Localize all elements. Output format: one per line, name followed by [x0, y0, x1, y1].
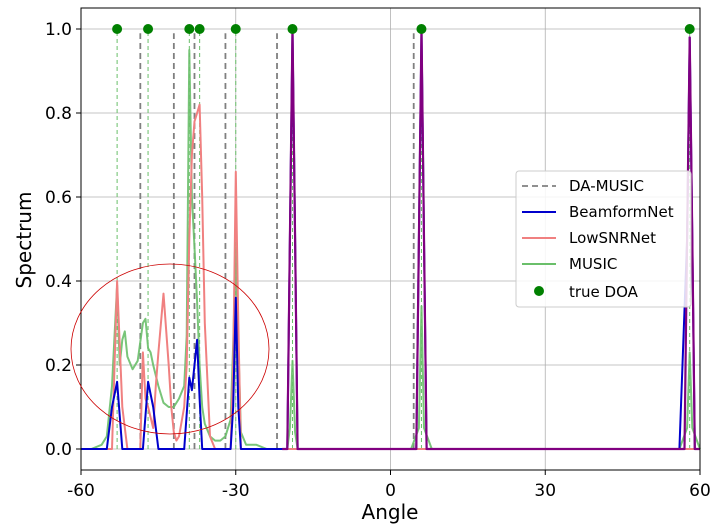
legend-label-music: MUSIC	[569, 255, 617, 273]
y-tick-label: 1.0	[45, 20, 72, 40]
series-layer	[81, 27, 701, 451]
x-axis-label: Angle	[362, 500, 419, 524]
legend-label-lowsnrnet: LowSNRNet	[569, 229, 656, 247]
y-tick-label: 0.4	[45, 272, 72, 292]
true-doa-point	[287, 24, 298, 34]
true-doa-markers	[112, 24, 695, 34]
tick-labels: -60 -30 0 30 60 0.0 0.2 0.4 0.6 0.8 1.0	[45, 20, 711, 501]
legend-box	[515, 170, 692, 308]
true-doa-point	[143, 24, 154, 34]
y-tick-label: 0.6	[45, 188, 72, 208]
true-doa-point	[194, 24, 205, 34]
legend-label-beamformnet: BeamformNet	[569, 203, 674, 221]
x-tick-label: -30	[222, 481, 250, 501]
x-tick-label: 60	[689, 481, 711, 501]
legend-label-da-music: DA-MUSIC	[569, 177, 644, 195]
true-doa-point	[112, 24, 123, 34]
music-series-line	[81, 49, 701, 450]
y-axis-label: Spectrum	[12, 192, 36, 289]
y-tick-label: 0.8	[45, 104, 72, 124]
true-doa-point	[684, 24, 695, 34]
y-tick-label: 0.0	[45, 440, 72, 460]
annotation-ellipse	[70, 263, 270, 435]
true-doa-point	[230, 24, 241, 34]
legend-swatch-true-doa	[534, 286, 544, 296]
x-tick-label: 0	[385, 481, 396, 501]
legend-label-true-doa: true DOA	[569, 283, 639, 301]
true-doa-point	[184, 24, 195, 34]
x-tick-label: -60	[67, 481, 95, 501]
y-tick-label: 0.2	[45, 356, 72, 376]
x-tick-label: 30	[534, 481, 556, 501]
legend: DA-MUSIC BeamformNet LowSNRNet MUSIC tru…	[515, 170, 692, 308]
true-doa-point	[416, 24, 427, 34]
